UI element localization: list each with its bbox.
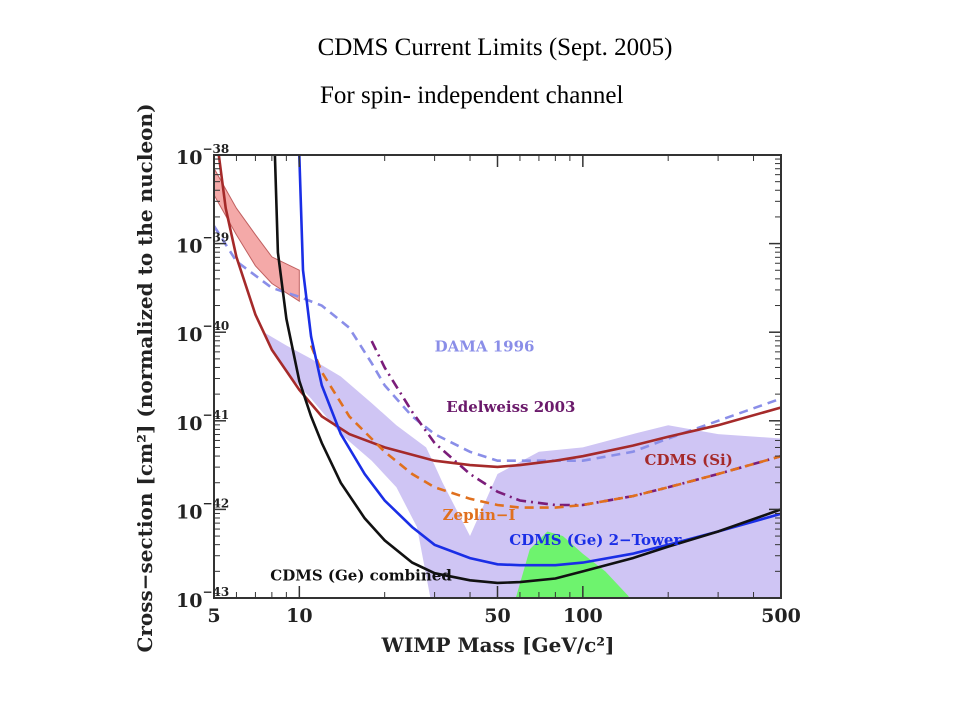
curve-labels: DAMA 1996 Edelweiss 2003 CDMS (Si) Zeplin−I…	[270, 338, 733, 585]
limit-curves	[214, 155, 781, 585]
series-dama-1996	[214, 225, 781, 462]
x-tick-label: 50	[484, 605, 510, 627]
series-cdms-ge-combined	[273, 155, 781, 585]
axis-ticks: 5 10 50 100 500 10−43 10−42 10−41 10−40 10−39 10−3…	[176, 142, 801, 627]
series-edelweiss-2003	[370, 340, 781, 507]
label-cdms-ge-combined: CDMS (Ge) combined	[270, 566, 452, 584]
y-tick-label: 10−39	[176, 231, 229, 258]
series-zeplin-i	[309, 345, 781, 509]
series-cdms-ge-2-tower	[298, 155, 781, 567]
series-cdms-si	[217, 155, 781, 469]
slide-title: CDMS Current Limits (Sept. 2005)	[317, 34, 673, 61]
label-dama-1996: DAMA 1996	[435, 338, 535, 356]
label-edelweiss-2003: Edelweiss 2003	[446, 398, 575, 416]
y-tick-label: 10−42	[176, 496, 229, 523]
slide-subtitle: For spin- independent channel	[320, 82, 624, 109]
y-tick-label: 10−43	[176, 585, 229, 612]
y-tick-label: 10−38	[176, 142, 229, 169]
y-tick-label: 10−41	[176, 408, 229, 435]
x-tick-label: 500	[761, 605, 801, 627]
x-axis-label: WIMP Mass [GeV/c²]	[380, 633, 614, 657]
label-cdms-si: CDMS (Si)	[645, 451, 733, 469]
x-tick-label: 100	[563, 605, 603, 627]
x-tick-label: 5	[207, 605, 220, 627]
x-tick-label: 10	[286, 605, 312, 627]
y-tick-label: 10−40	[176, 319, 229, 346]
y-axis-label: Cross−section [cm²] (normalized to the n…	[133, 103, 157, 652]
label-zeplin-i: Zeplin−I	[443, 506, 516, 524]
label-cdms-ge-2-tower: CDMS (Ge) 2−Tower	[509, 531, 682, 549]
